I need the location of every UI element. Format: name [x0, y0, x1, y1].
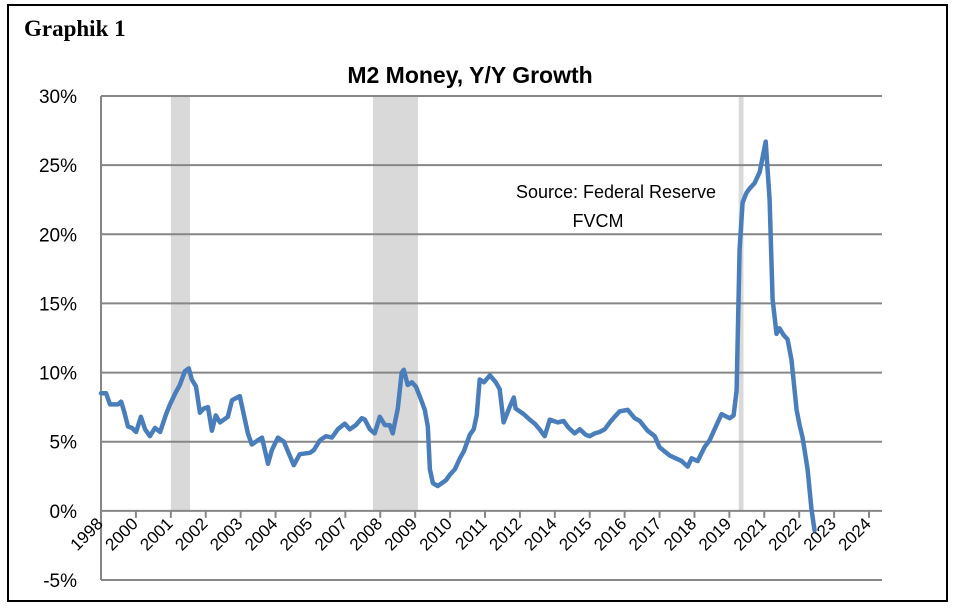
- x-tick-label: 2000: [102, 514, 142, 554]
- figure-heading: Graphik 1: [24, 16, 126, 41]
- y-axis-ticks: -5% 0% 5% 10% 15% 20% 25% 30%: [39, 87, 77, 592]
- y-tick-label: 0%: [50, 502, 78, 523]
- x-tick-label: 2014: [520, 514, 560, 554]
- x-tick-label: 2011: [452, 514, 491, 553]
- x-tick-label: 2012: [486, 514, 526, 554]
- x-tick-label: 2015: [555, 514, 595, 554]
- source-annotation-line2: FVCM: [573, 211, 624, 231]
- x-tick-label: 2005: [276, 514, 316, 554]
- y-tick-label: 30%: [39, 87, 77, 108]
- x-axis-ticks: 1998200020012002200320042005200720082009…: [67, 510, 875, 554]
- x-tick-label: 2003: [206, 514, 246, 554]
- y-tick-label: 10%: [39, 364, 77, 385]
- y-tick-label: 20%: [39, 225, 77, 246]
- x-tick-label: 2008: [346, 514, 386, 554]
- y-tick-label: 5%: [50, 433, 78, 454]
- chart-frame: [7, 4, 948, 602]
- series-layer: [98, 139, 817, 533]
- x-tick-label: 2010: [416, 514, 456, 554]
- y-tick-label: -5%: [43, 571, 77, 592]
- x-tick-label: 2021: [730, 514, 770, 554]
- x-tick-label: 2023: [800, 514, 840, 554]
- x-tick-label: 2007: [311, 514, 351, 554]
- x-tick-label: 2019: [695, 514, 735, 554]
- x-tick-label: 2002: [171, 514, 211, 554]
- series-line-m2: [98, 139, 817, 533]
- x-tick-label: 2017: [625, 514, 665, 554]
- x-tick-label: 2009: [381, 514, 421, 554]
- x-tick-label: 2004: [241, 514, 281, 554]
- x-tick-label: 2024: [835, 514, 875, 554]
- x-tick-label: 2022: [765, 514, 805, 554]
- y-tick-label: 25%: [39, 156, 77, 177]
- source-annotation: Source: Federal Reserve: [516, 182, 716, 202]
- x-tick-label: 2001: [136, 514, 176, 554]
- y-tick-label: 15%: [39, 294, 77, 315]
- x-tick-label: 2016: [590, 514, 630, 554]
- gridlines: [100, 95, 882, 581]
- chart-title: M2 Money, Y/Y Growth: [347, 62, 592, 88]
- x-tick-label: 2018: [660, 514, 700, 554]
